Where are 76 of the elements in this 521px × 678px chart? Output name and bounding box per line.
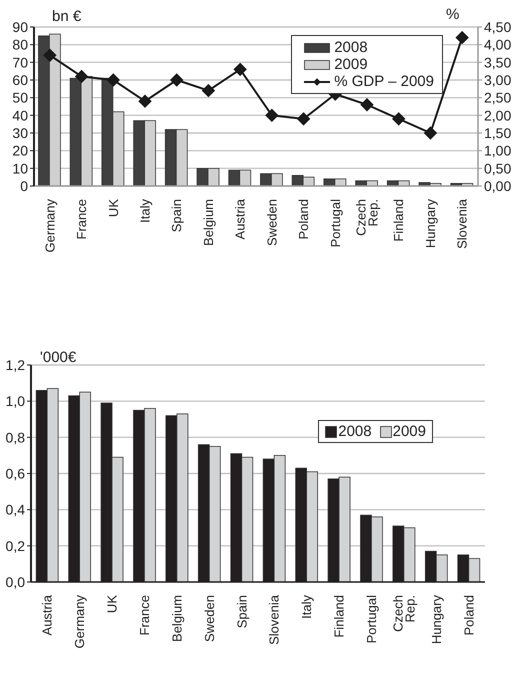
- legend-label: 2009: [392, 423, 426, 440]
- y-tick-label: 90: [12, 18, 28, 35]
- y-tick-label: 70: [12, 54, 28, 70]
- y-tick-label: 40: [12, 107, 28, 124]
- x-tick-label: Germany: [72, 594, 88, 648]
- x-tick-label: Czech Rep.: [390, 595, 418, 632]
- x-tick-label: Austria: [232, 198, 248, 240]
- x-tick-label: Belgium: [200, 199, 216, 246]
- point: [234, 62, 247, 76]
- x-tick-label: Italy: [299, 594, 314, 619]
- y-tick-label: 0,4: [6, 502, 26, 518]
- y-tick-label: 60: [12, 72, 28, 88]
- y2-tick-label: 3,50: [484, 54, 512, 70]
- y-tick-label: 0,0: [6, 574, 26, 590]
- y-tick-label: 30: [12, 124, 28, 141]
- x-tick-label: Hungary: [422, 198, 438, 248]
- x-tick-label: Sweden: [264, 199, 280, 246]
- y2-tick-label: 4,50: [484, 18, 512, 35]
- y-tick-label: 0,6: [6, 465, 26, 482]
- x-tick-label: France: [74, 199, 90, 240]
- x-tick-label: Finland: [332, 595, 347, 638]
- y-tick-label: 80: [12, 36, 28, 53]
- x-tick-label: Czech Rep.: [354, 199, 380, 236]
- y2-axis-title: %: [446, 6, 460, 23]
- point: [360, 98, 374, 112]
- y2-tick-label: 0,50: [484, 160, 512, 176]
- y2-tick-label: 0,00: [484, 178, 512, 194]
- x-tick-label: Austria: [40, 594, 55, 636]
- y2-tick-label: 2,00: [484, 107, 512, 124]
- y-axis-title: '000€: [40, 349, 76, 366]
- y2-tick-label: 2,50: [484, 90, 512, 106]
- x-tick-label: Poland: [296, 199, 312, 240]
- legend-label: 2008: [338, 423, 372, 440]
- point: [75, 70, 88, 83]
- point: [138, 94, 152, 108]
- x-tick-label: Portugal: [364, 594, 379, 644]
- x-tick-label: Sweden: [202, 595, 217, 642]
- x-tick-label: Germany: [42, 198, 58, 252]
- x-tick-label: UK: [104, 594, 120, 614]
- y-tick-label: 20: [12, 142, 28, 159]
- point: [297, 112, 310, 126]
- y-tick-label: 10: [12, 160, 28, 176]
- x-tick-label: Spain: [169, 199, 184, 232]
- y-tick-label: 1,2: [6, 356, 26, 373]
- y-axis-title: bn €: [52, 8, 82, 25]
- x-tick-label: Spain: [234, 595, 250, 628]
- x-tick-label: Slovenia: [454, 198, 470, 249]
- x-tick-label: Portugal: [328, 198, 343, 248]
- x-tick-label: France: [137, 595, 152, 636]
- x-tick-label: Hungary: [428, 594, 444, 644]
- x-tick-label: Italy: [138, 198, 152, 223]
- y-tick-label: 0: [20, 178, 28, 194]
- point: [265, 108, 278, 122]
- y2-tick-label: 4,00: [484, 36, 512, 53]
- y2-tick-label: 1,50: [484, 124, 512, 141]
- y-tick-label: 1,0: [6, 393, 26, 410]
- point: [43, 48, 56, 62]
- y-tick-label: 0,8: [6, 429, 26, 446]
- legend-label: 2009: [334, 56, 368, 73]
- point: [424, 126, 437, 140]
- y-tick-label: 50: [12, 90, 28, 106]
- y2-tick-label: 1,00: [484, 142, 512, 159]
- x-tick-label: UK: [106, 198, 121, 218]
- point: [170, 74, 184, 86]
- point: [456, 31, 469, 44]
- legend-label: 2008: [334, 39, 368, 56]
- point: [106, 74, 120, 86]
- legend-label: % GDP – 2009: [334, 73, 434, 90]
- y2-tick-label: 3,00: [484, 72, 512, 88]
- y-tick-label: 0,2: [6, 538, 26, 554]
- x-tick-label: Poland: [461, 595, 476, 636]
- point: [392, 112, 406, 126]
- x-tick-label: Slovenia: [266, 594, 282, 645]
- point: [202, 84, 215, 98]
- x-tick-label: Finland: [391, 199, 406, 242]
- x-tick-label: Belgium: [169, 595, 184, 642]
